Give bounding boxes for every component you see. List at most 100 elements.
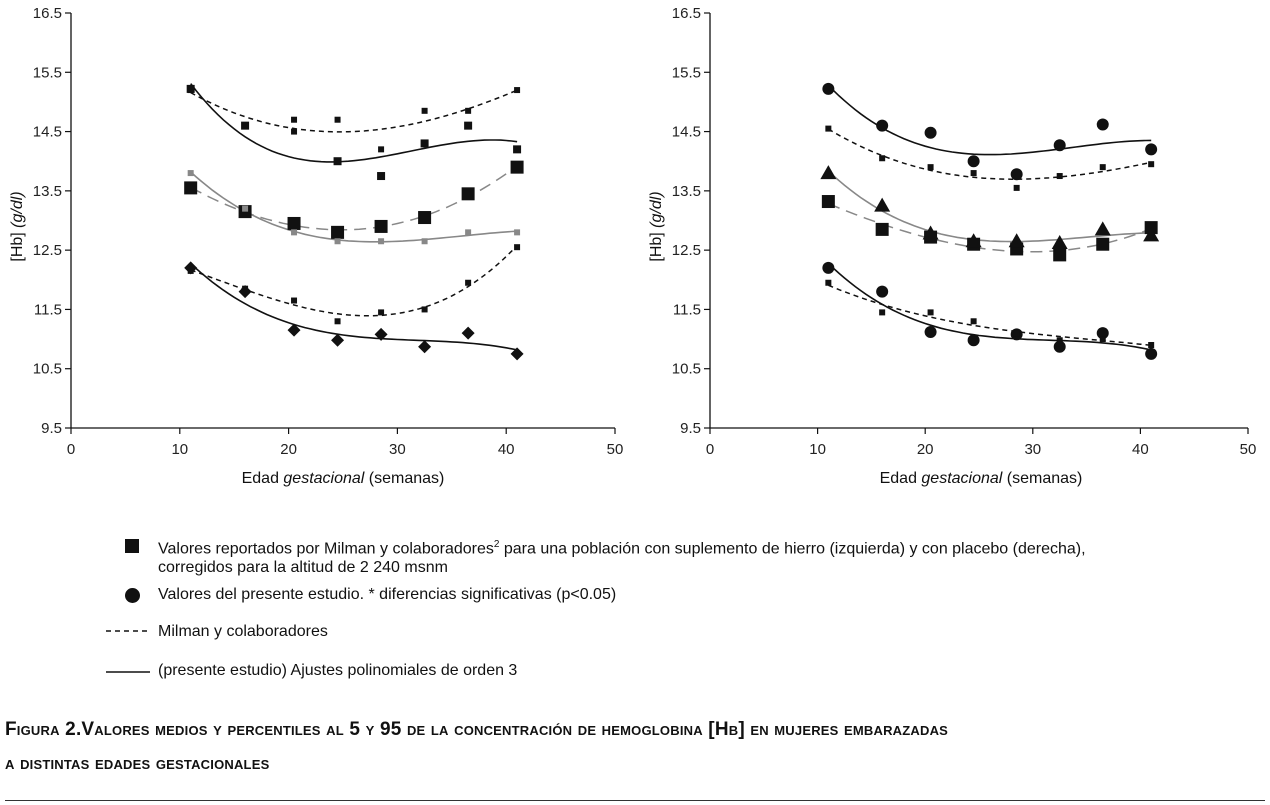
data-point-present-mean bbox=[922, 225, 939, 240]
data-point-milman-pct bbox=[421, 306, 428, 313]
data-point-milman-mean bbox=[331, 225, 345, 239]
figure-caption: Figura 2.Valores medios y percentiles al… bbox=[5, 713, 1267, 781]
data-point-present-pct bbox=[331, 333, 345, 347]
data-point-milman-pct bbox=[514, 244, 521, 251]
data-point-present-mean bbox=[965, 233, 982, 248]
x-tick-label: 10 bbox=[809, 441, 826, 458]
data-point-milman-pct bbox=[421, 107, 428, 114]
x-axis-label: Edad gestacional (semanas) bbox=[880, 470, 1083, 487]
data-point-present-pct bbox=[241, 121, 250, 130]
data-point-present-mean bbox=[378, 238, 385, 245]
legend-item1-reference: 2 bbox=[493, 539, 500, 550]
data-point-present-pct bbox=[1096, 118, 1109, 131]
fit-curve-milman-pct bbox=[828, 284, 1152, 347]
x-tick-label: 20 bbox=[280, 441, 297, 458]
data-point-present-pct bbox=[513, 145, 522, 154]
data-point-milman-pct bbox=[825, 125, 832, 132]
legend-item4-text: (presente estudio) Ajustes polinomiales … bbox=[158, 662, 518, 679]
data-point-present-mean bbox=[334, 238, 341, 245]
data-point-present-pct bbox=[377, 172, 386, 181]
data-point-milman-pct bbox=[879, 309, 886, 316]
legend-item2-text: Valores del presente estudio. * diferenc… bbox=[158, 586, 617, 603]
legend-solid-line-icon bbox=[106, 671, 150, 673]
data-point-present-pct bbox=[461, 326, 475, 340]
data-point-milman-pct bbox=[291, 116, 298, 123]
data-point-milman-mean bbox=[821, 195, 835, 209]
data-point-milman-pct bbox=[465, 107, 472, 114]
data-point-milman-pct bbox=[291, 128, 298, 135]
y-axis-label: [Hb] (g/dl) bbox=[648, 191, 665, 261]
data-point-present-mean bbox=[874, 197, 891, 212]
data-point-present-mean bbox=[1094, 221, 1111, 236]
data-point-milman-pct bbox=[1056, 173, 1063, 180]
legend-item-milman-values: Valores reportados por Milman y colabora… bbox=[158, 534, 1086, 559]
data-point-present-pct bbox=[822, 82, 835, 95]
y-tick-label: 14.5 bbox=[672, 124, 701, 141]
data-point-milman-pct bbox=[970, 318, 977, 325]
data-point-present-pct bbox=[186, 84, 195, 93]
y-axis-label: [Hb] (g/dl) bbox=[9, 191, 26, 261]
data-point-present-pct bbox=[876, 119, 889, 132]
data-point-present-pct bbox=[464, 121, 473, 130]
data-point-milman-pct bbox=[1148, 161, 1155, 168]
data-point-present-pct bbox=[822, 261, 835, 274]
x-axis-label-units: (semanas) bbox=[1002, 470, 1082, 487]
fit-curve-present-pct bbox=[190, 263, 518, 351]
y-tick-label: 9.5 bbox=[680, 420, 701, 437]
x-axis-label-units: (semanas) bbox=[364, 470, 444, 487]
x-tick-label: 50 bbox=[607, 441, 624, 458]
y-axis-label-text: [Hb] bbox=[648, 228, 665, 262]
x-tick-label: 30 bbox=[1024, 441, 1041, 458]
right-chart-panel: 9.5 10.5 11.5 12.5 13.5 14.5 15.5 16.5 0 10 20 30 40… bbox=[648, 5, 1256, 487]
data-point-present-mean bbox=[421, 238, 428, 245]
y-tick-label: 15.5 bbox=[33, 64, 62, 81]
legend-item-fit-line: (presente estudio) Ajustes polinomiales … bbox=[158, 660, 517, 681]
data-point-present-mean bbox=[1143, 227, 1160, 242]
x-tick-label: 0 bbox=[67, 441, 75, 458]
data-point-milman-pct bbox=[879, 155, 886, 162]
data-point-milman-pct bbox=[1056, 337, 1063, 344]
data-point-present-pct bbox=[1145, 143, 1158, 156]
data-point-milman-mean bbox=[374, 219, 388, 233]
y-tick-label: 11.5 bbox=[34, 301, 62, 318]
y-tick-label: 13.5 bbox=[672, 183, 701, 200]
legend-square-marker-icon bbox=[125, 539, 139, 553]
data-point-milman-pct bbox=[465, 279, 472, 286]
x-tick-label: 50 bbox=[1240, 441, 1257, 458]
data-point-milman-pct bbox=[378, 146, 385, 153]
y-tick-label: 14.5 bbox=[33, 124, 62, 141]
y-tick-label: 12.5 bbox=[33, 242, 62, 259]
data-point-present-pct bbox=[374, 327, 388, 341]
data-point-milman-pct bbox=[927, 309, 934, 316]
data-point-present-mean bbox=[1051, 235, 1068, 250]
legend-dashed-line-icon bbox=[106, 630, 150, 632]
y-axis-label-text: [Hb] bbox=[9, 228, 26, 262]
y-axis-label-italic: (g/dl) bbox=[648, 191, 665, 227]
data-point-present-pct bbox=[967, 155, 980, 168]
data-point-present-pct bbox=[967, 334, 980, 347]
data-point-present-pct bbox=[418, 340, 432, 354]
caption-line-2: a distintas edades gestacionales bbox=[5, 753, 270, 774]
x-tick-label: 30 bbox=[389, 441, 406, 458]
data-point-present-pct bbox=[1053, 340, 1066, 353]
data-point-present-pct bbox=[287, 323, 301, 337]
legend-item1-text: Valores reportados por Milman y colabora… bbox=[158, 540, 494, 558]
data-point-present-mean bbox=[1008, 233, 1025, 248]
fit-curve-milman-pct bbox=[190, 89, 518, 133]
data-point-present-mean bbox=[465, 229, 472, 236]
caption-line-1: Figura 2.Valores medios y percentiles al… bbox=[5, 719, 949, 740]
x-tick-label: 40 bbox=[1132, 441, 1149, 458]
x-tick-label: 40 bbox=[498, 441, 515, 458]
data-point-present-pct bbox=[924, 126, 937, 139]
fit-curve-present-pct bbox=[190, 83, 518, 163]
data-point-present-pct bbox=[420, 139, 429, 148]
data-point-milman-mean bbox=[1096, 237, 1110, 251]
y-tick-label: 10.5 bbox=[672, 361, 701, 378]
data-point-milman-pct bbox=[1099, 336, 1106, 343]
left-chart-panel: 9.5 10.5 11.5 12.5 13.5 14.5 15.5 16.5 0 10 20 30 40… bbox=[9, 5, 623, 487]
data-point-milman-mean bbox=[461, 187, 475, 201]
data-point-milman-pct bbox=[927, 164, 934, 171]
data-point-milman-pct bbox=[334, 318, 341, 325]
data-point-present-pct bbox=[510, 347, 524, 361]
x-axis-label-italic: gestacional bbox=[921, 470, 1002, 487]
